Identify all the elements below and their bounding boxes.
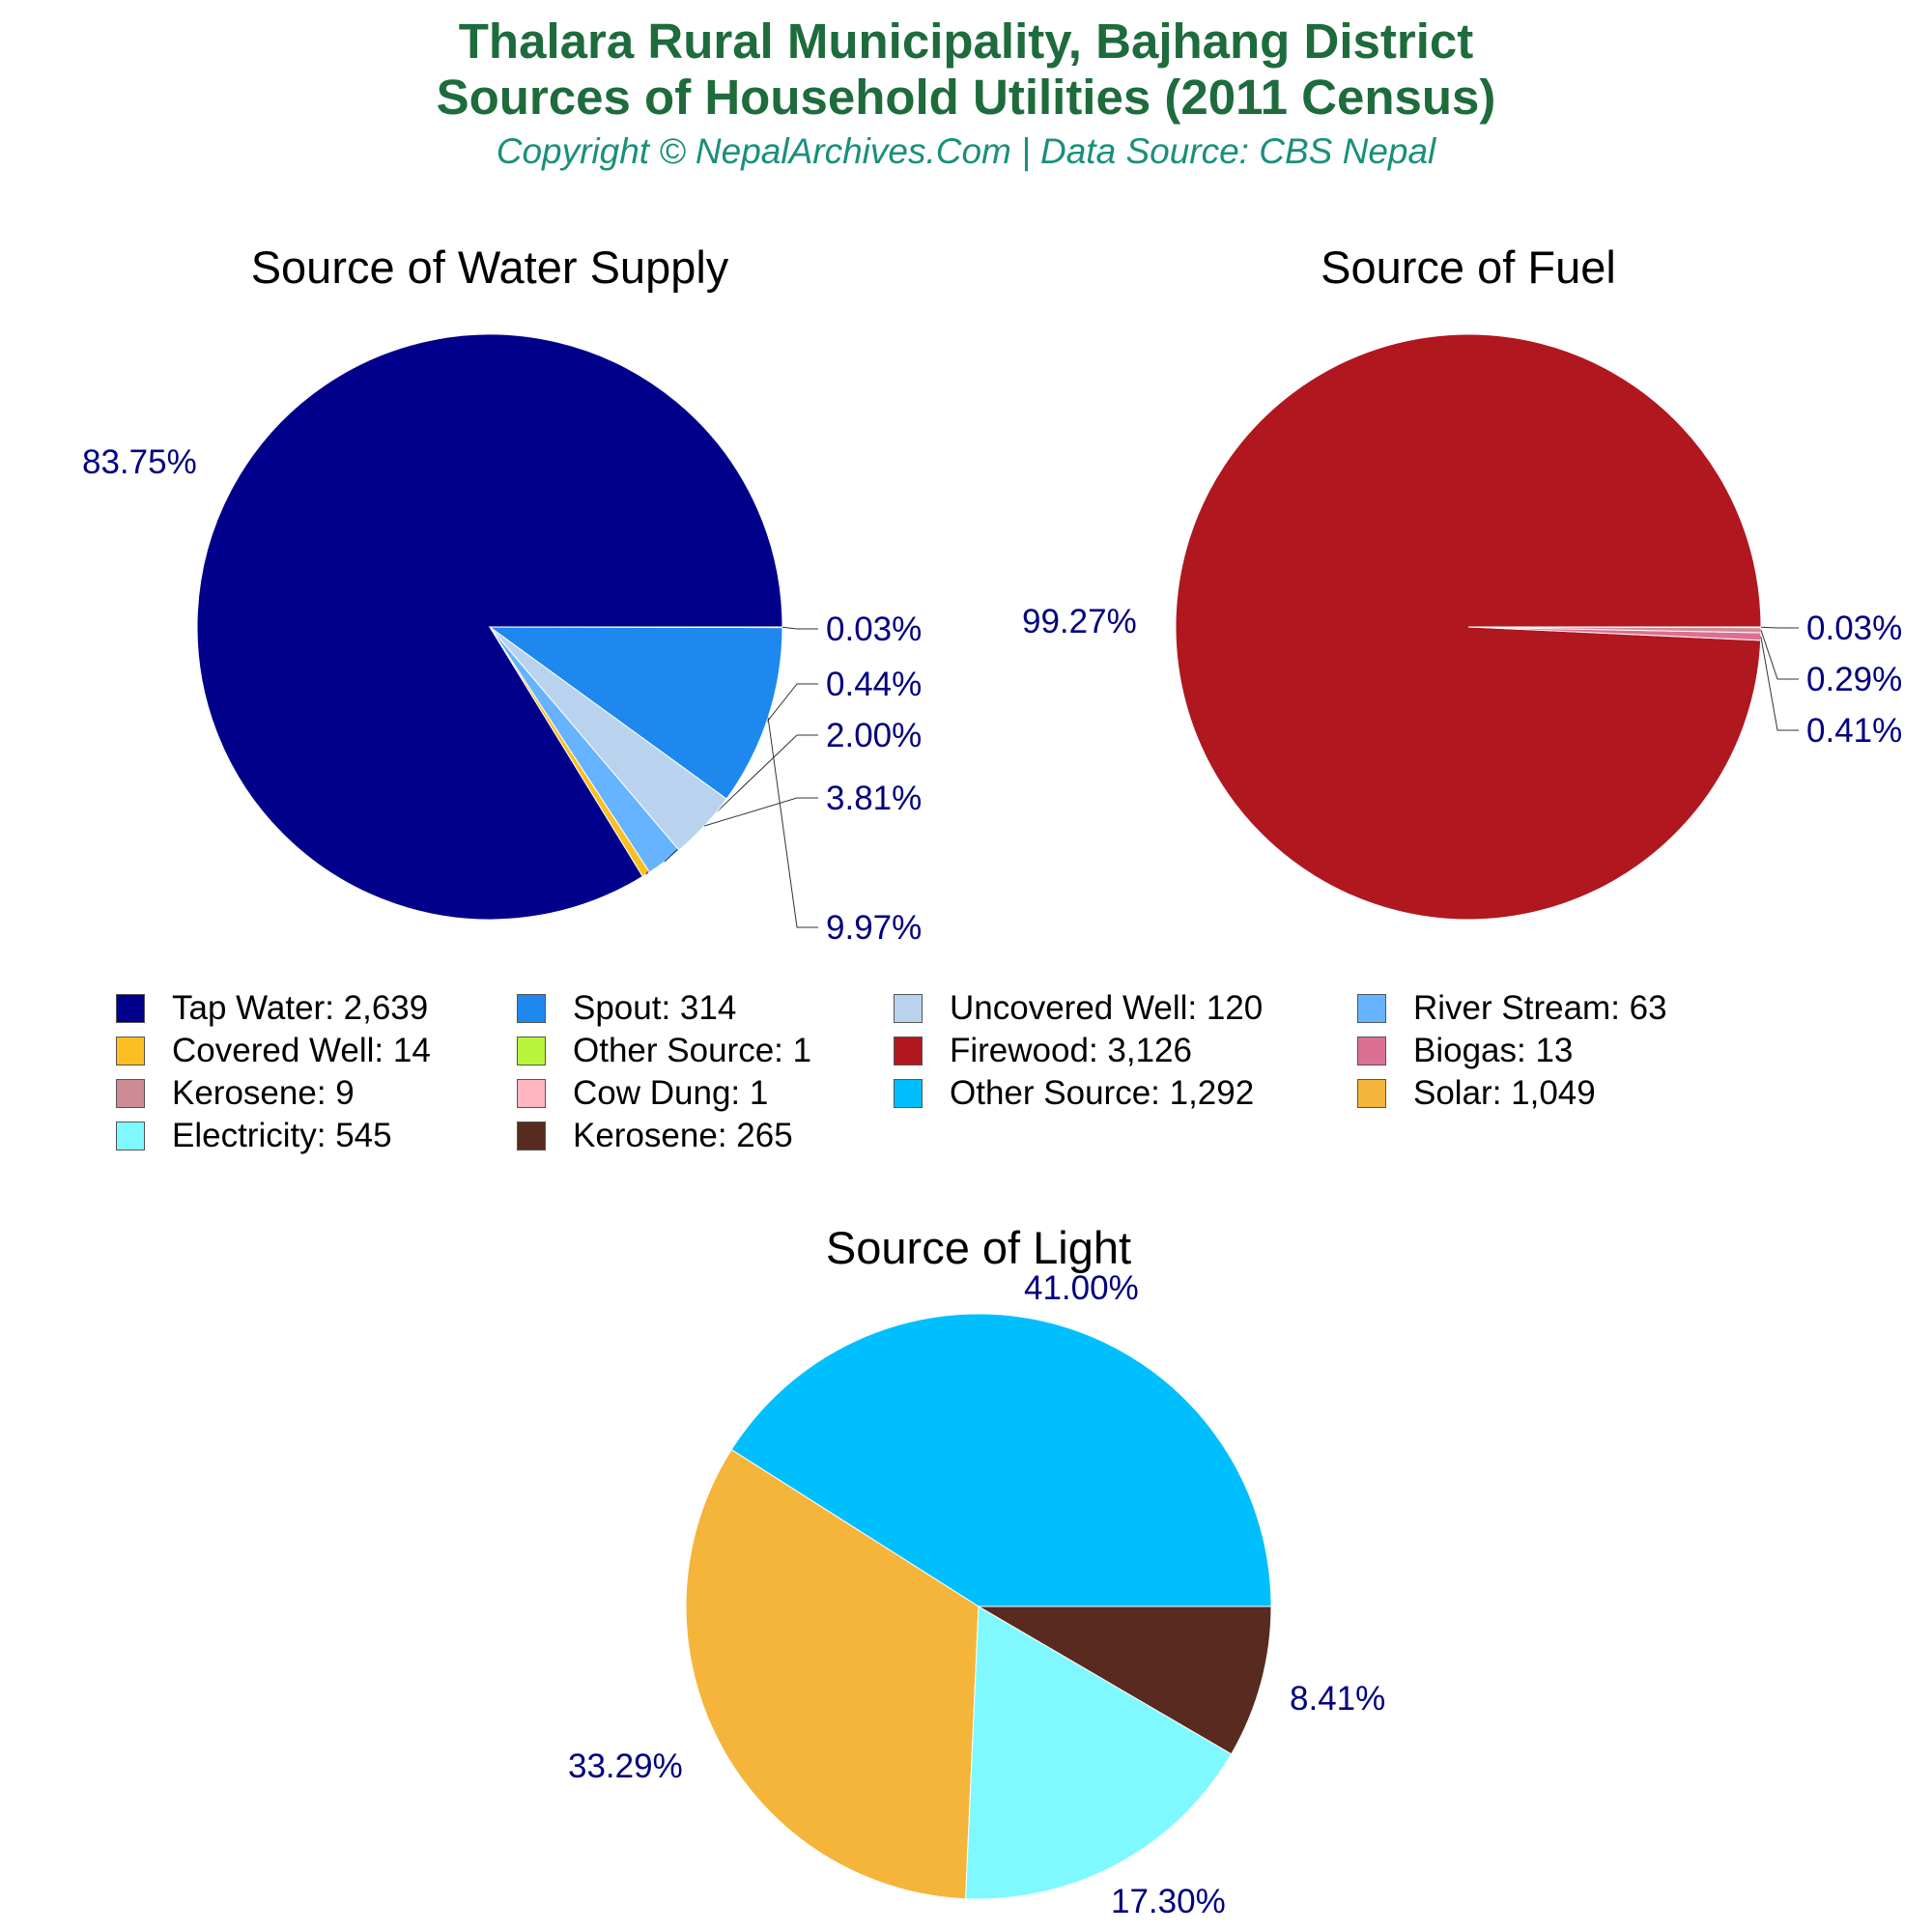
pie-title: Source of Light [826,1222,1131,1273]
chart-header: Thalara Rural Municipality, Bajhang Dist… [0,14,1932,176]
legend-label: Spout: 314 [573,989,737,1027]
legend-item: Solar: 1,049 [1357,1074,1596,1113]
legend-item: Firewood: 3,126 [894,1032,1192,1070]
slice-percent-label: 83.75% [82,443,197,481]
legend-swatch [116,1122,145,1151]
legend-label: Other Source: 1 [573,1032,812,1069]
slice-percent-label: 33.29% [568,1747,683,1785]
legend-item: Spout: 314 [517,989,736,1028]
legend-swatch [517,1037,546,1065]
slice-percent-label: 3.81% [826,780,922,817]
pie-slice-cow-dung [1467,626,1762,629]
slice-percent-label: 0.03% [1806,610,1902,647]
legend-item: Kerosene: 265 [517,1117,793,1155]
legend-swatch [116,1037,145,1065]
slice-percent-label: 99.27% [1022,603,1137,640]
slice-percent-label: 0.44% [826,666,922,703]
legend-swatch [116,994,145,1023]
legend-swatch [894,1079,923,1108]
pie-slice-solar [685,1448,980,1900]
pie-slice-electricity [965,1605,1233,1900]
copyright-subtitle: Copyright © NepalArchives.Com | Data Sou… [496,131,1436,171]
pie-title: Source of Fuel [1321,242,1616,293]
legend-item: Biogas: 13 [1357,1032,1573,1070]
legend-item: Other Source: 1,292 [894,1074,1254,1113]
legend-item: Cow Dung: 1 [517,1074,768,1113]
leader-line [704,797,818,827]
legend-label: Other Source: 1,292 [950,1074,1255,1112]
leader-line [767,717,818,928]
legend-swatch [517,1122,546,1151]
legend-label: Covered Well: 14 [172,1032,431,1069]
legend-swatch [116,1079,145,1108]
slice-percent-label: 41.00% [1024,1269,1139,1307]
legend-label: Kerosene: 265 [573,1117,793,1154]
legend-label: Uncovered Well: 120 [950,989,1264,1027]
legend-swatch [517,994,546,1023]
slice-percent-label: 0.29% [1806,661,1902,698]
legend-label: Tap Water: 2,639 [172,989,429,1027]
legend-label: Solar: 1,049 [1413,1074,1596,1112]
pie-slice-other-source [730,1313,1272,1607]
legend-swatch [1357,994,1386,1023]
legend-label: Biogas: 13 [1413,1032,1574,1069]
leader-line [1760,636,1799,731]
slice-percent-label: 17.30% [1111,1883,1226,1920]
slice-percent-label: 2.00% [826,717,922,754]
leader-line [1760,626,1799,629]
legend-item: Covered Well: 14 [116,1032,431,1070]
slice-percent-label: 9.97% [826,909,922,947]
legend-item: Kerosene: 9 [116,1074,355,1113]
legend-item: Other Source: 1 [517,1032,811,1070]
legend-swatch [517,1079,546,1108]
main-title-line2: Sources of Household Utilities (2011 Cen… [436,70,1496,125]
legend-item: Uncovered Well: 120 [894,989,1263,1028]
main-title-line1: Thalara Rural Municipality, Bajhang Dist… [458,14,1474,69]
slice-percent-label: 0.03% [826,611,922,648]
legend-label: River Stream: 63 [1413,989,1667,1027]
pie-title: Source of Water Supply [251,242,729,293]
pie-slice-other-source [489,626,783,629]
leader-line [781,626,818,630]
legend-label: Firewood: 3,126 [950,1032,1192,1069]
legend-item: River Stream: 63 [1357,989,1667,1028]
slice-percent-label: 8.41% [1290,1680,1385,1718]
legend-swatch [894,1037,923,1065]
legend-swatch [1357,1079,1386,1108]
legend-item: Tap Water: 2,639 [116,989,428,1028]
legend-item: Electricity: 545 [116,1117,392,1155]
slice-percent-label: 0.41% [1806,712,1902,750]
pie-slice-spout [488,626,783,800]
legend-label: Cow Dung: 1 [573,1074,769,1112]
legend-label: Kerosene: 9 [172,1074,355,1112]
pie-chart-source-of-fuel: Source of Fuel 99.27% 0.41% 0.29% 0.03% [1022,242,1902,921]
pie-slice-kerosene [977,1605,1272,1755]
legend-swatch [1357,1037,1386,1065]
leader-line [1760,630,1799,680]
pie-chart-source-of-water-supply: Source of Water Supply 83.75% 0.44% 2.00% 3.… [82,242,922,947]
legend-label: Electricity: 545 [172,1117,392,1154]
legend-swatch [894,994,923,1023]
